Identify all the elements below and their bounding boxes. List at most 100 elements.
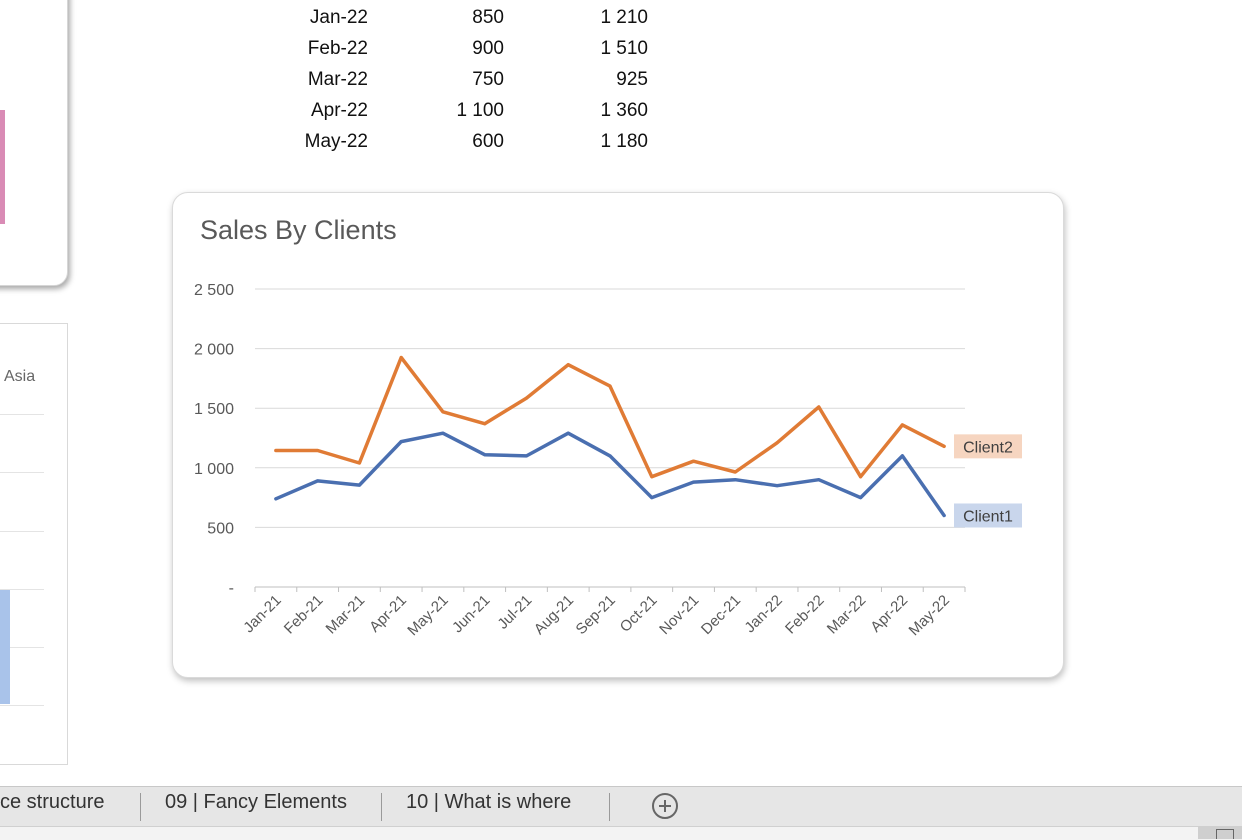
data-point-client2 xyxy=(692,459,696,463)
data-point-client1 xyxy=(441,431,445,435)
series-label-client2: Client2 xyxy=(963,439,1013,456)
gridline xyxy=(0,472,44,473)
x-tick-label: Nov-21 xyxy=(656,592,702,638)
data-point-client2 xyxy=(483,422,487,426)
x-tick-label: May-21 xyxy=(404,592,451,639)
y-tick-label: 2 500 xyxy=(194,282,234,299)
data-point-client1 xyxy=(608,454,612,458)
partial-chart-card-top[interactable] xyxy=(0,0,68,286)
x-tick-label: Jan-21 xyxy=(240,592,284,636)
partial-bar-blue xyxy=(0,590,10,704)
cell-client2[interactable]: 925 xyxy=(616,69,648,90)
x-tick-label: Feb-22 xyxy=(782,592,828,638)
data-point-client2 xyxy=(608,384,612,388)
series-label-background xyxy=(954,434,1022,459)
cell-month[interactable]: Jan-22 xyxy=(309,7,368,28)
status-bar xyxy=(0,826,1242,840)
legend-label-asia: Asia xyxy=(4,368,36,385)
x-tick-label: Mar-22 xyxy=(824,592,870,638)
series-line-client2 xyxy=(274,355,946,479)
data-point-client1 xyxy=(566,431,570,435)
x-tick-label: Jul-21 xyxy=(494,592,535,633)
sheet-tab-what-is-where[interactable]: 10 | What is where xyxy=(406,791,572,813)
cell-client2[interactable]: 1 510 xyxy=(600,38,648,59)
x-tick-label: Apr-22 xyxy=(867,592,911,636)
data-point-client1 xyxy=(900,454,904,458)
cell-client2[interactable]: 1 360 xyxy=(600,100,648,121)
partial-bar-pink xyxy=(0,110,5,224)
data-point-client1 xyxy=(274,497,278,501)
tab-divider xyxy=(609,793,610,821)
y-tick-label: 2 000 xyxy=(194,342,234,359)
x-tick-label: Jun-21 xyxy=(449,592,493,636)
data-point-client1 xyxy=(399,440,403,444)
data-point-client2 xyxy=(942,444,946,448)
tab-divider xyxy=(140,793,141,821)
y-tick-label: 1 000 xyxy=(194,461,234,478)
cell-month[interactable]: May-22 xyxy=(304,131,368,152)
table-row: Mar-22 750 925 xyxy=(0,65,700,96)
cell-month[interactable]: Feb-22 xyxy=(307,38,368,59)
data-point-client1 xyxy=(692,480,696,484)
data-point-client2 xyxy=(399,356,403,360)
data-point-client2 xyxy=(817,405,821,409)
table-row: May-22 600 1 180 xyxy=(0,127,700,158)
x-tick-label: Mar-21 xyxy=(323,592,369,638)
data-point-client1 xyxy=(483,453,487,457)
x-tick-label: Dec-21 xyxy=(698,592,744,638)
y-tick-label: 500 xyxy=(207,520,234,537)
table-row: Feb-22 900 1 510 xyxy=(0,34,700,65)
sheet-tab-structure[interactable]: ce structure xyxy=(0,791,105,813)
sheet-tab-fancy-elements[interactable]: 09 | Fancy Elements xyxy=(165,791,347,813)
cell-client1[interactable]: 750 xyxy=(472,69,504,90)
gridline xyxy=(0,647,44,648)
x-tick-label: May-22 xyxy=(906,592,953,639)
data-point-client1 xyxy=(859,496,863,500)
sheet-tab-bar: ce structure 09 | Fancy Elements 10 | Wh… xyxy=(0,786,1242,827)
chart-sales-by-clients[interactable]: -500 1 000 1 500 2 000 2 500 Jan-21 Feb-21 Mar-… xyxy=(172,192,1064,678)
series-label-client1: Client1 xyxy=(963,508,1013,525)
cell-client1[interactable]: 850 xyxy=(472,7,504,28)
x-tick-label: Jan-22 xyxy=(741,592,785,636)
x-tick-label: Apr-21 xyxy=(366,592,410,636)
gridline xyxy=(0,531,44,532)
x-tick-label: Aug-21 xyxy=(531,592,577,638)
data-point-client1 xyxy=(650,496,654,500)
data-point-client2 xyxy=(900,423,904,427)
cell-client1[interactable]: 1 100 xyxy=(456,100,504,121)
gridline xyxy=(0,589,44,590)
cell-month[interactable]: Mar-22 xyxy=(307,69,368,90)
data-point-client1 xyxy=(733,478,737,482)
x-tick-label: Sep-21 xyxy=(573,592,619,638)
data-point-client2 xyxy=(566,363,570,367)
grid-view-icon xyxy=(1216,829,1234,839)
data-point-client2 xyxy=(733,470,737,474)
data-point-client2 xyxy=(775,441,779,445)
data-point-client2 xyxy=(524,396,528,400)
y-tick-label: - xyxy=(229,580,234,597)
cell-client2[interactable]: 1 210 xyxy=(600,7,648,28)
cell-month[interactable]: Apr-22 xyxy=(310,100,368,121)
data-point-client2 xyxy=(274,449,278,453)
cell-client2[interactable]: 1 180 xyxy=(600,131,648,152)
data-point-client1 xyxy=(775,484,779,488)
data-point-client1 xyxy=(942,513,946,517)
data-point-client1 xyxy=(316,479,320,483)
data-point-client1 xyxy=(524,454,528,458)
data-point-client1 xyxy=(357,483,361,487)
gridline xyxy=(0,705,44,706)
partial-chart-card-middle[interactable] xyxy=(0,323,68,765)
gridline xyxy=(0,414,44,415)
data-point-client2 xyxy=(650,475,654,479)
cell-client1[interactable]: 900 xyxy=(472,38,504,59)
x-tick-label: Feb-21 xyxy=(281,592,327,638)
data-point-client2 xyxy=(441,410,445,414)
data-point-client2 xyxy=(859,475,863,479)
add-sheet-button[interactable] xyxy=(652,793,678,819)
data-point-client2 xyxy=(316,449,320,453)
data-point-client2 xyxy=(357,461,361,465)
chart-title: Sales By Clients xyxy=(200,215,397,245)
x-tick-label: Oct-21 xyxy=(617,592,661,636)
cell-client1[interactable]: 600 xyxy=(472,131,504,152)
